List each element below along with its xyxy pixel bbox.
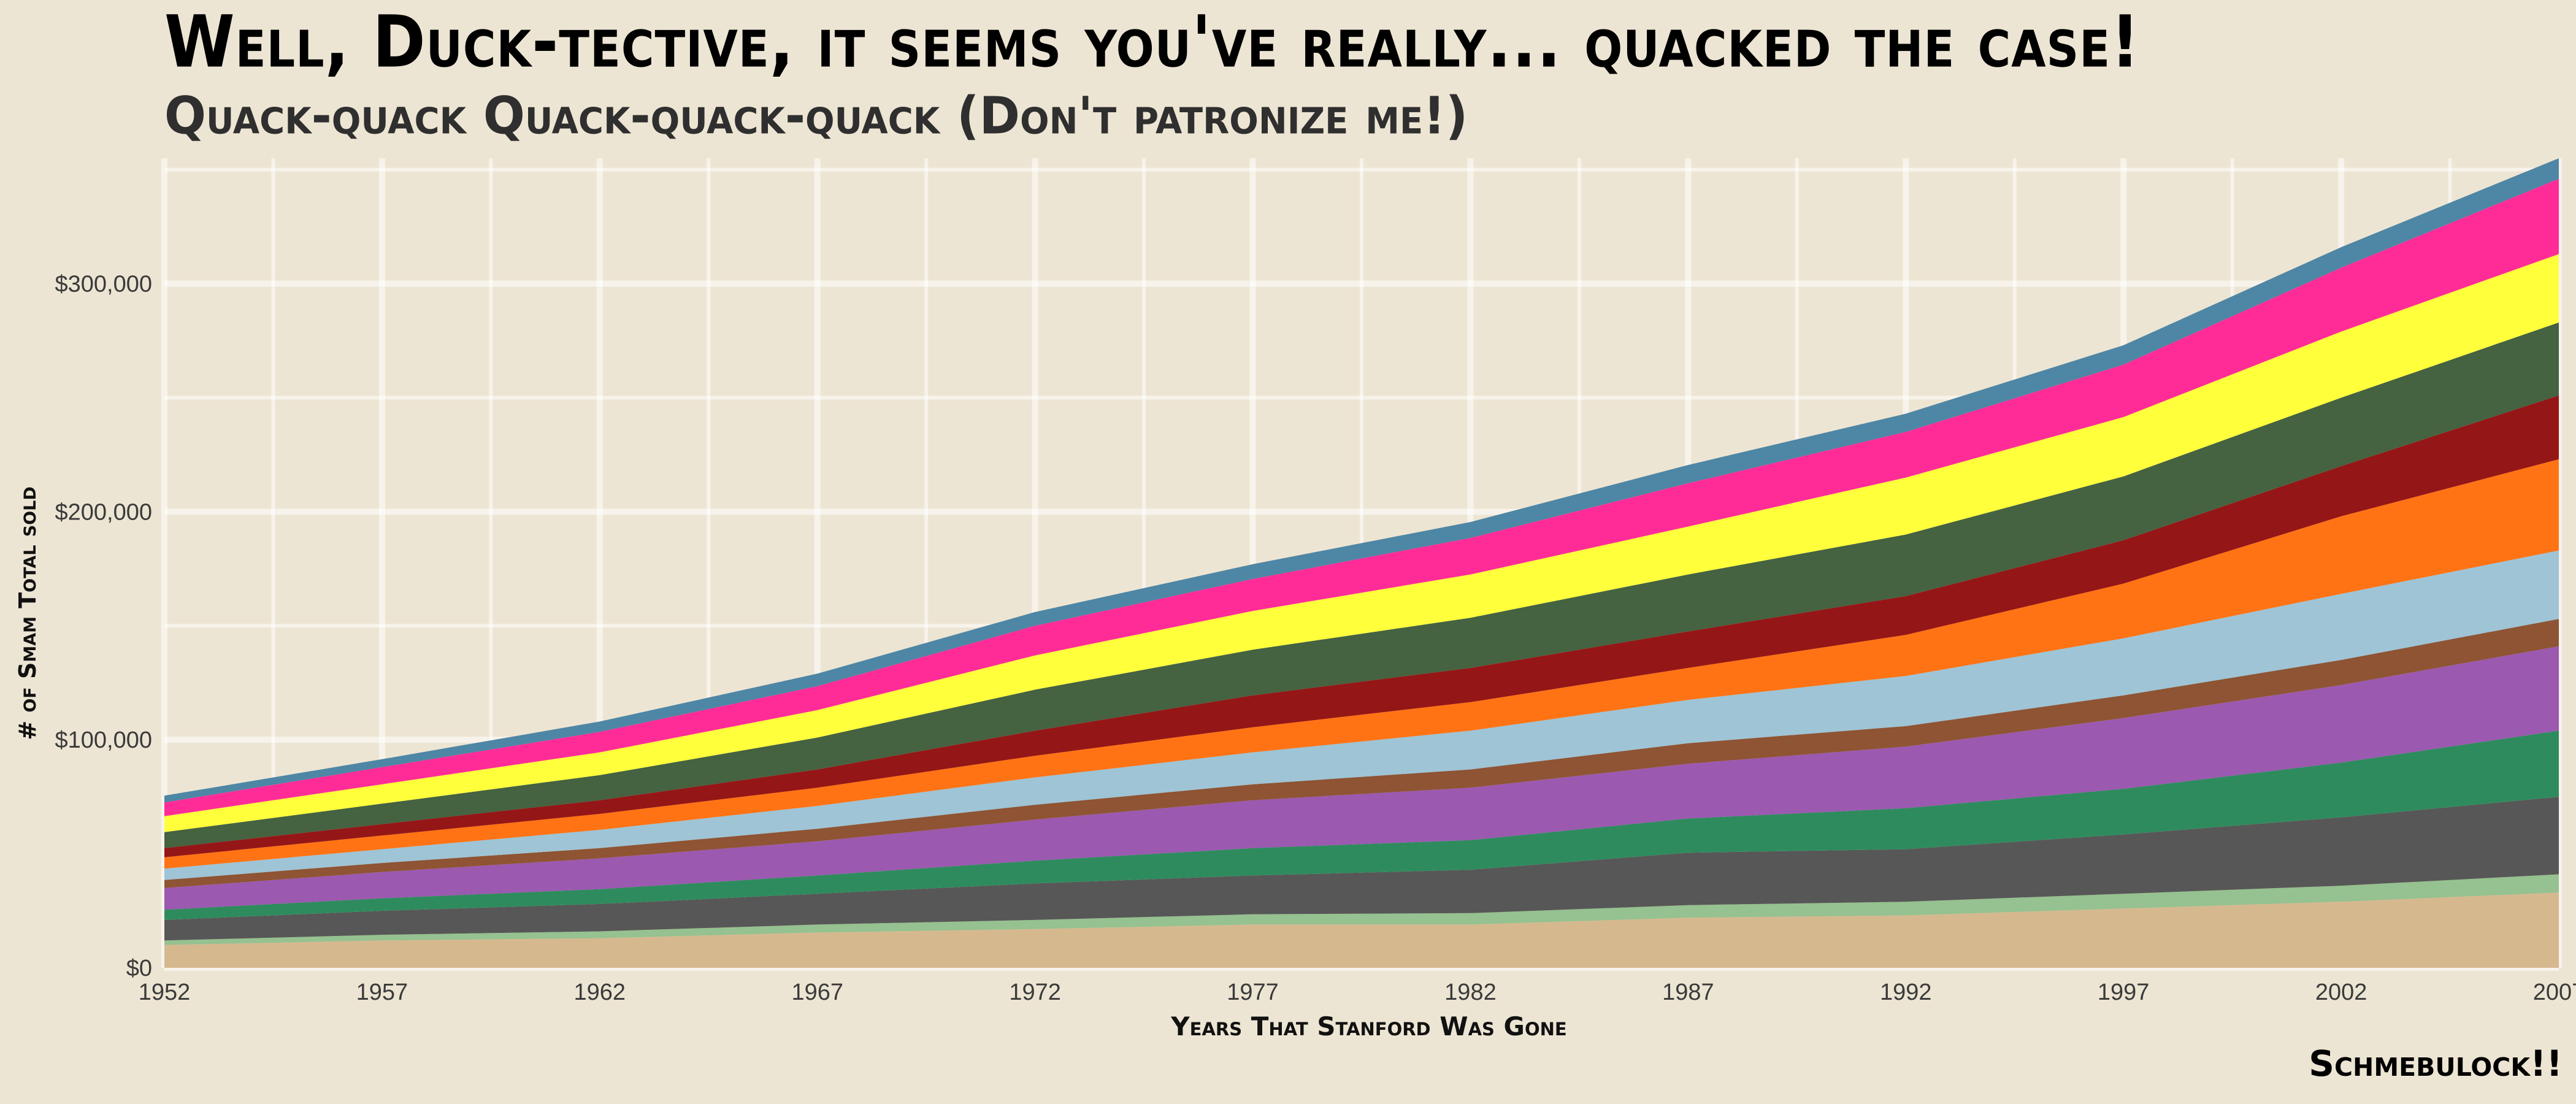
area-series-4 (164, 730, 2559, 920)
y-tick-label: $300,000 (55, 272, 153, 297)
area-series-3 (164, 797, 2559, 941)
x-tick-label: 1962 (574, 979, 626, 1005)
x-tick-label: 1997 (2098, 979, 2150, 1005)
area-series-2 (164, 874, 2559, 945)
x-tick-label: 1952 (139, 979, 191, 1005)
caption: Schmebulock!! (2309, 1043, 2563, 1084)
x-tick-label: 1972 (1009, 979, 1061, 1005)
area-series-1 (164, 892, 2559, 968)
x-tick-label: 1987 (1662, 979, 1714, 1005)
x-tick-label: 1982 (1444, 979, 1497, 1005)
x-tick-label: 1967 (791, 979, 843, 1005)
x-axis-ticks: 1952 1957 1962 1967 1972 1977 1982 1987 1992 1997… (139, 979, 2576, 1005)
x-tick-label: 2002 (2315, 979, 2367, 1005)
y-tick-label: $100,000 (55, 727, 153, 753)
x-axis-label: Years That Stanford Was Gone (1170, 1011, 1567, 1041)
chart-subtitle: Quack-quack Quack-quack-quack (Don't pat… (164, 86, 1468, 146)
x-tick-label: 1957 (356, 979, 408, 1005)
area-series-5 (164, 646, 2559, 910)
y-tick-label: $200,000 (55, 499, 153, 525)
y-axis-ticks: $0 $100,000 $200,000 $300,000 (55, 272, 153, 981)
area-series-group (164, 158, 2559, 968)
x-tick-label: 1977 (1227, 979, 1279, 1005)
y-tick-label: $0 (126, 956, 152, 981)
x-tick-label: 2007 (2533, 979, 2576, 1005)
x-tick-label: 1992 (1880, 979, 1932, 1005)
chart-title: Well, Duck-tective, it seems you've real… (164, 0, 2141, 84)
y-axis-label: # of Smam Total sold (14, 486, 41, 740)
